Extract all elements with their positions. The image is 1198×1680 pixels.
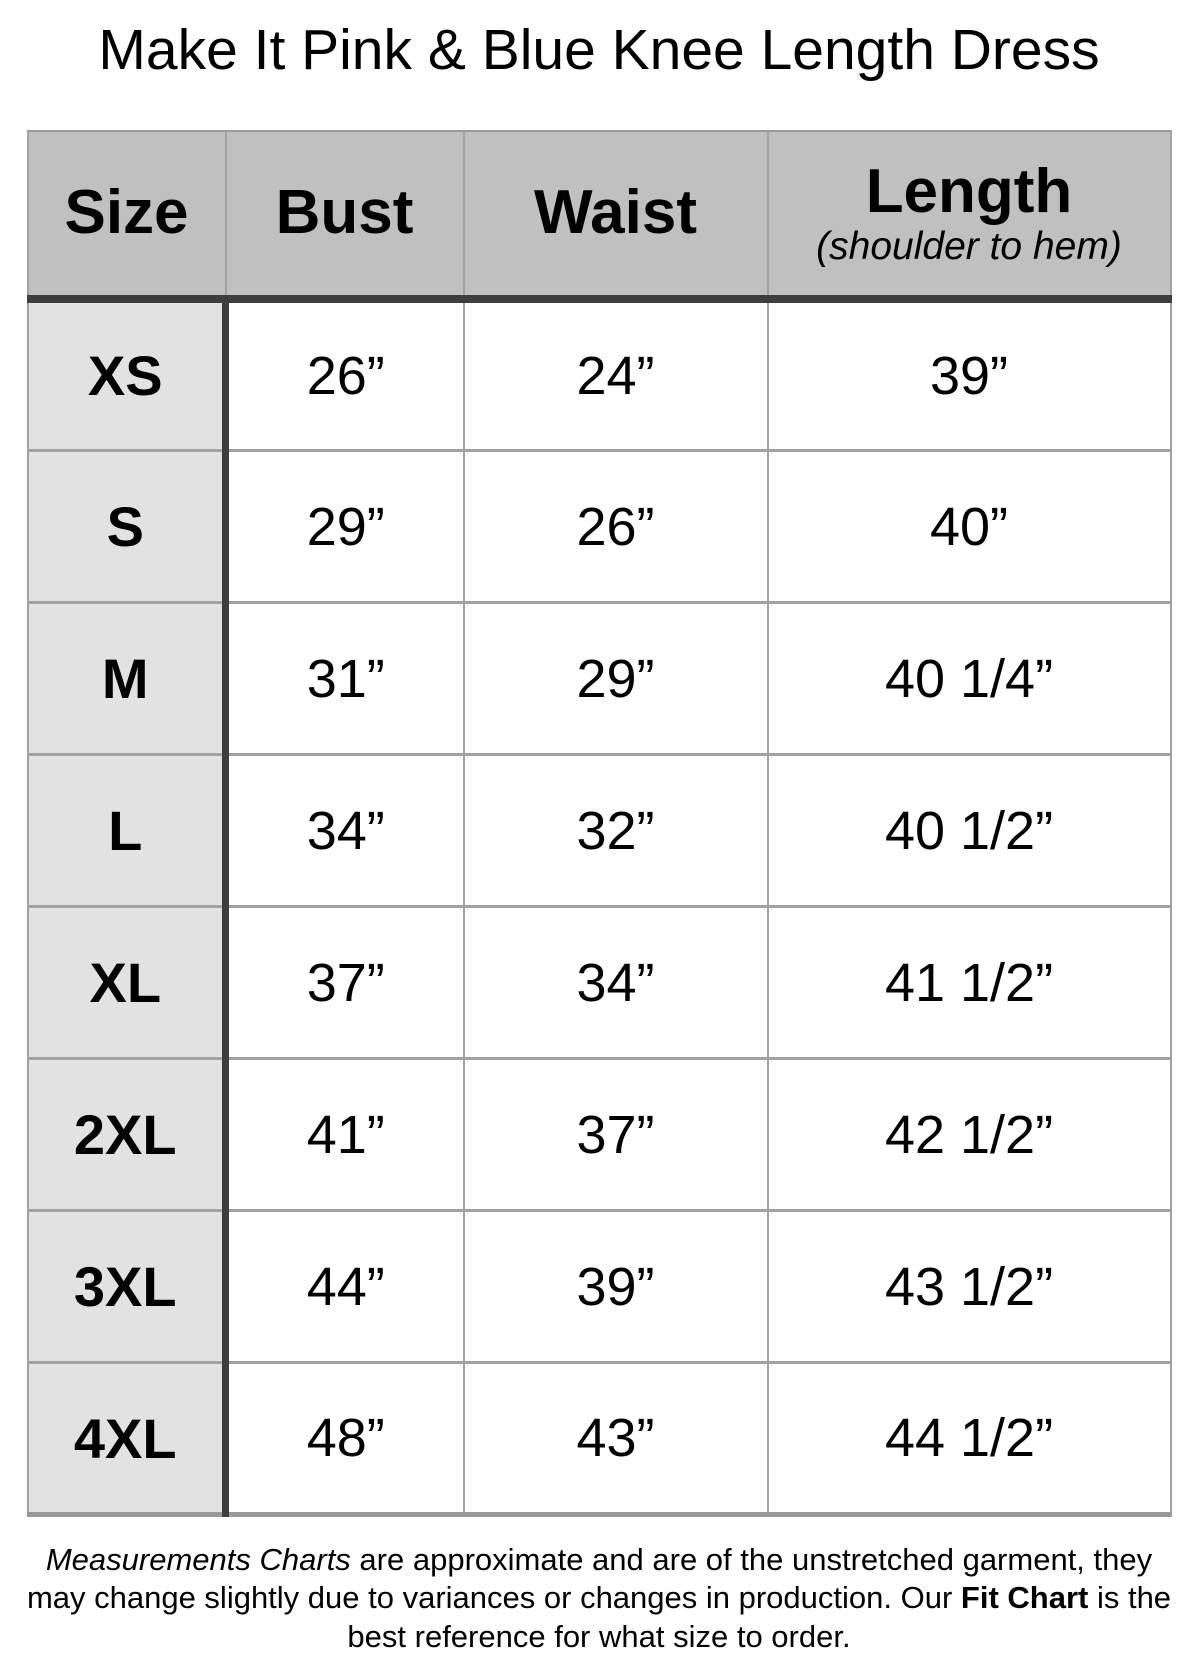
table-row-s: S 29” 26” 40”	[26, 449, 1172, 605]
bust-value: 37”	[224, 905, 465, 1061]
size-label: M	[26, 601, 229, 757]
waist-value: 34”	[462, 905, 769, 1061]
length-value: 43 1/2”	[766, 1209, 1172, 1365]
size-label: 3XL	[26, 1209, 229, 1365]
waist-value: 26”	[462, 449, 769, 605]
column-header-size: Size	[26, 129, 227, 303]
waist-value: 32”	[462, 753, 769, 909]
bust-value: 26”	[224, 297, 465, 453]
table-row-3xl: 3XL 44” 39” 43 1/2”	[26, 1209, 1172, 1365]
size-label: XS	[26, 297, 229, 453]
size-label: 2XL	[26, 1057, 229, 1213]
measurement-note-fit-chart: Fit Chart	[960, 1580, 1089, 1616]
bust-value: 31”	[224, 601, 465, 757]
size-chart-table: Size Bust Waist Length (shoulder to hem)…	[26, 129, 1172, 1518]
column-header-length-subtitle: (shoulder to hem)	[816, 224, 1122, 268]
column-header-length: Length (shoulder to hem)	[766, 129, 1172, 303]
table-row-4xl: 4XL 48” 43” 44 1/2”	[26, 1361, 1172, 1517]
length-value: 42 1/2”	[766, 1057, 1172, 1213]
length-value: 40 1/2”	[766, 753, 1172, 909]
table-row-l: L 34” 32” 40 1/2”	[26, 753, 1172, 909]
measurement-note-lead: Measurements Charts	[45, 1542, 351, 1578]
page-title: Make It Pink & Blue Knee Length Dress	[98, 18, 1100, 82]
size-label: L	[26, 753, 229, 909]
measurement-note-middle: are approximate and are of the unstretch…	[26, 1542, 1153, 1616]
bust-value: 29”	[224, 449, 465, 605]
waist-value: 43”	[462, 1361, 769, 1517]
measurement-note-tail: is the best reference for what size to o…	[347, 1580, 1172, 1654]
table-row-xl: XL 37” 34” 41 1/2”	[26, 905, 1172, 1061]
measurement-note: Measurements Charts are approximate and …	[21, 1541, 1177, 1656]
waist-value: 37”	[462, 1057, 769, 1213]
size-chart-header: Size Bust Waist Length (shoulder to hem)	[26, 129, 1172, 303]
table-row-m: M 31” 29” 40 1/4”	[26, 601, 1172, 757]
waist-value: 39”	[462, 1209, 769, 1365]
waist-value: 24”	[462, 297, 769, 453]
length-value: 41 1/2”	[766, 905, 1172, 1061]
column-header-bust: Bust	[224, 129, 465, 303]
bust-value: 48”	[224, 1361, 465, 1517]
bust-value: 34”	[224, 753, 465, 909]
size-label: S	[26, 449, 229, 605]
bust-value: 41”	[224, 1057, 465, 1213]
header-row: Size Bust Waist Length (shoulder to hem)	[26, 129, 1172, 303]
size-label: XL	[26, 905, 229, 1061]
waist-value: 29”	[462, 601, 769, 757]
length-value: 39”	[766, 297, 1172, 453]
table-row-xs: XS 26” 24” 39”	[26, 297, 1172, 453]
length-value: 40”	[766, 449, 1172, 605]
table-row-2xl: 2XL 41” 37” 42 1/2”	[26, 1057, 1172, 1213]
bust-value: 44”	[224, 1209, 465, 1365]
size-label: 4XL	[26, 1361, 229, 1517]
column-header-waist: Waist	[462, 129, 769, 303]
length-value: 44 1/2”	[766, 1361, 1172, 1517]
length-value: 40 1/4”	[766, 601, 1172, 757]
column-header-length-main: Length	[865, 156, 1073, 226]
